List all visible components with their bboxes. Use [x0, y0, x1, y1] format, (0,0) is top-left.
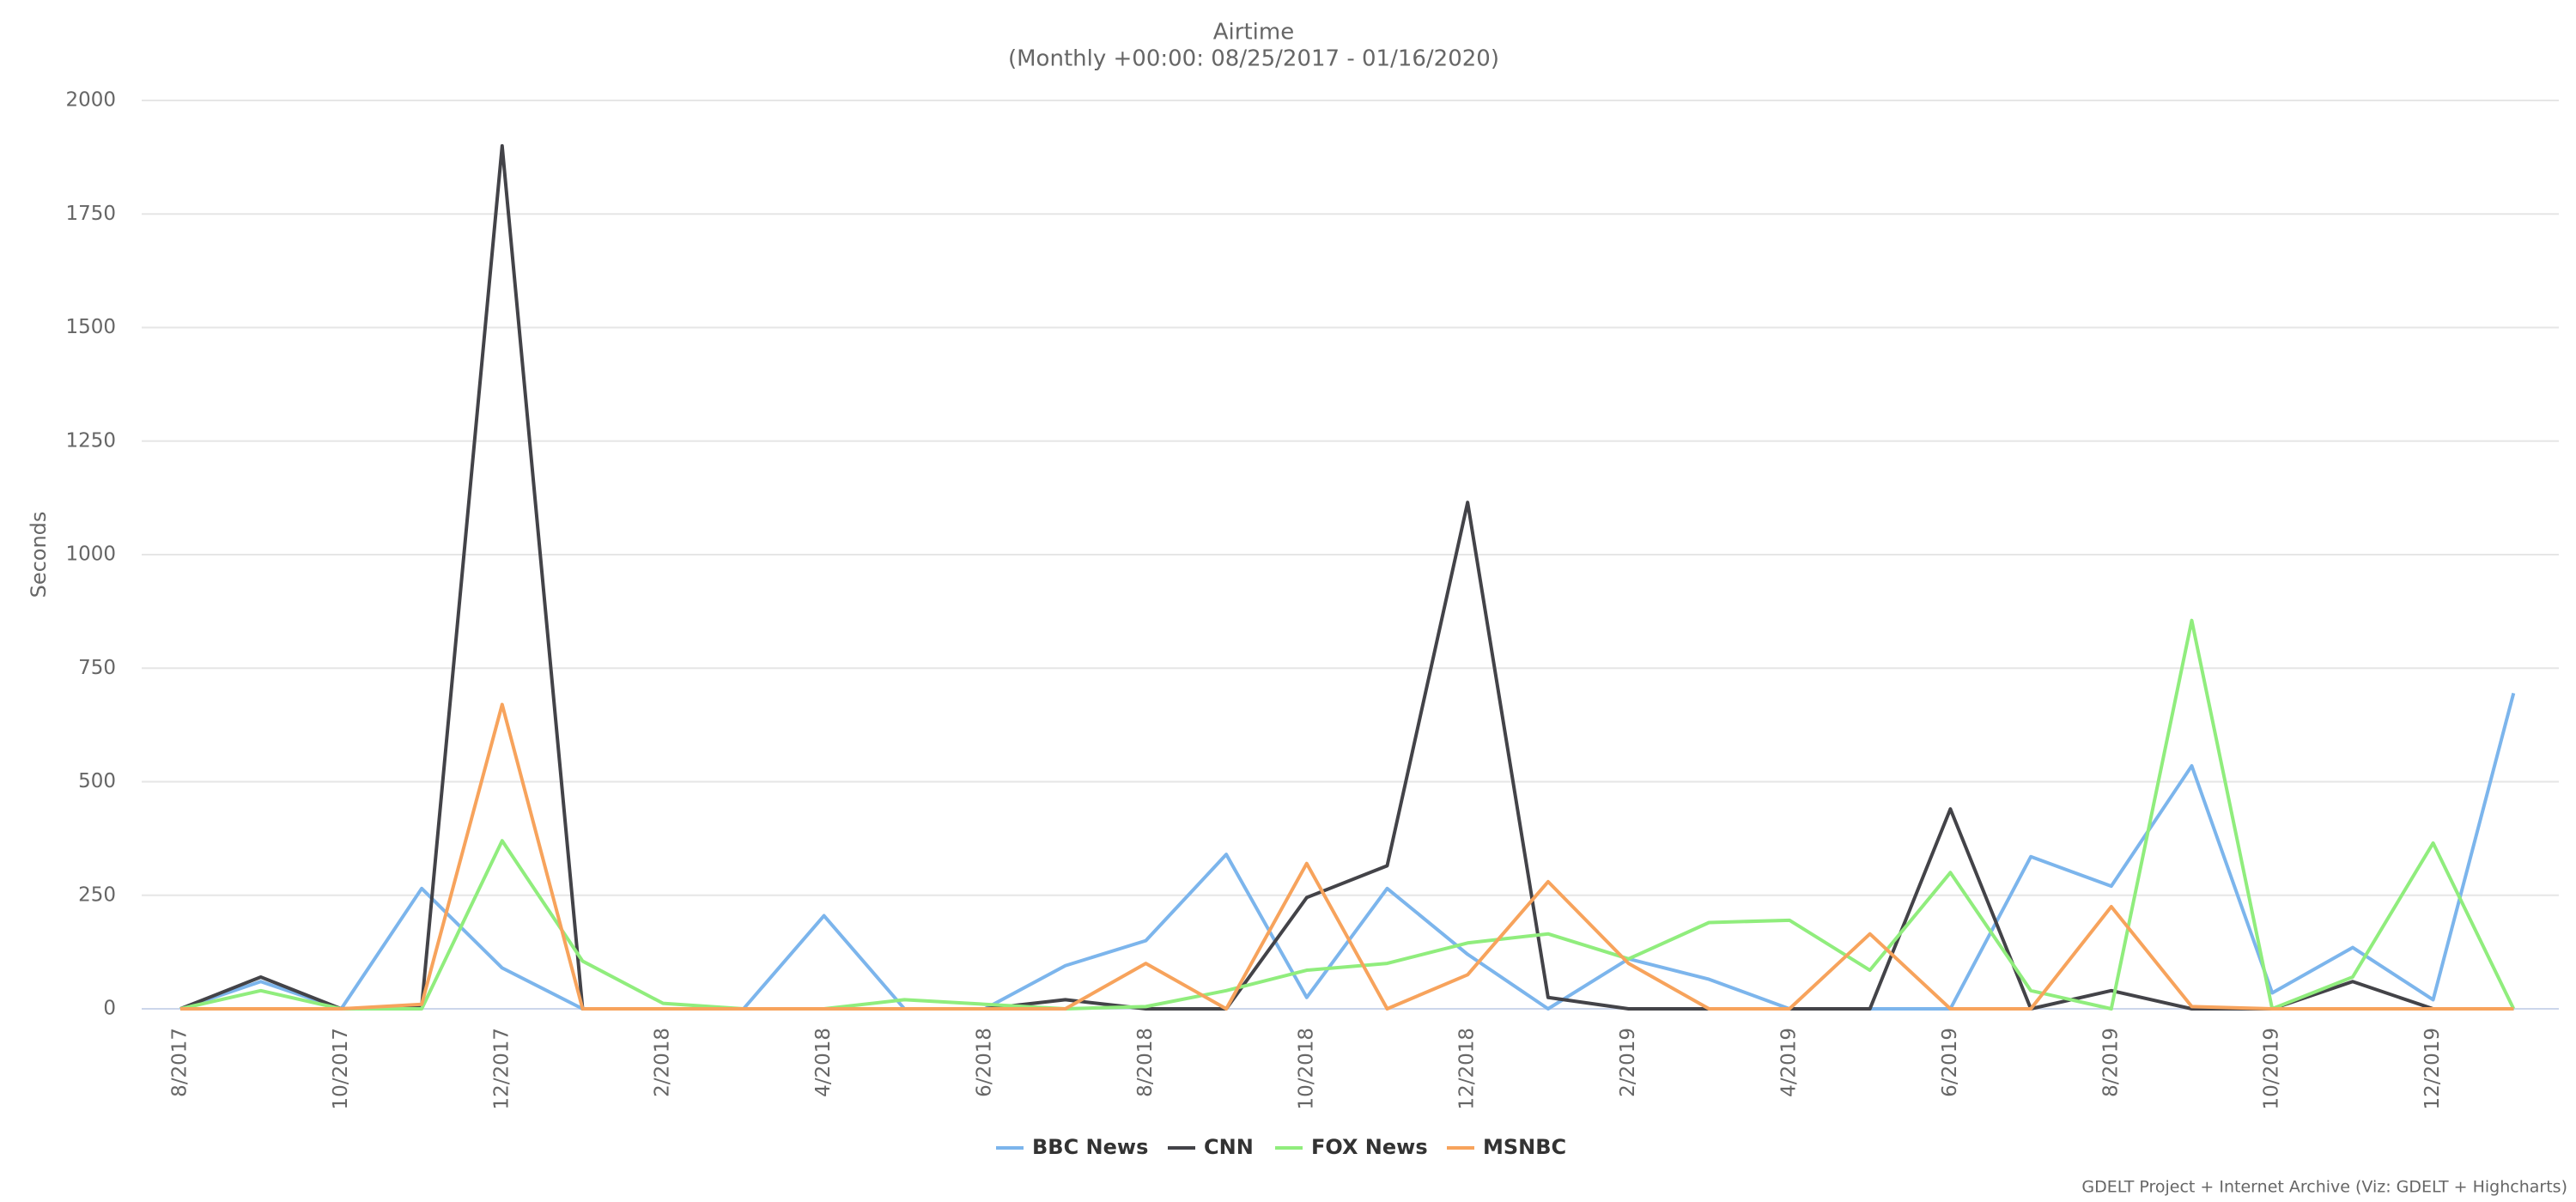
series-line — [179, 143, 2514, 1011]
x-tick-label: 8/2019 — [2099, 1028, 2122, 1097]
y-tick-label: 0 — [103, 998, 116, 1020]
x-tick-label: 4/2019 — [1778, 1028, 1801, 1097]
credits: GDELT Project + Internet Archive (Viz: G… — [2081, 1178, 2567, 1197]
x-tick-label: 12/2017 — [490, 1028, 513, 1110]
chart-title: Airtime — [1213, 20, 1294, 46]
legend-label: MSNBC — [1483, 1135, 1566, 1159]
x-tick-label: 2/2018 — [652, 1028, 674, 1097]
x-tick-label: 10/2019 — [2261, 1028, 2283, 1110]
x-tick-label: 6/2019 — [1939, 1028, 1961, 1097]
y-tick-label: 1750 — [65, 203, 116, 225]
series-line — [180, 702, 2514, 1011]
x-tick-label: 6/2018 — [974, 1028, 996, 1097]
x-tick-label: 12/2019 — [2421, 1028, 2444, 1110]
x-tick-label: 8/2018 — [1134, 1028, 1157, 1097]
x-tick-label: 8/2017 — [169, 1028, 191, 1097]
y-tick-label: 1000 — [65, 543, 116, 566]
x-tick-label: 2/2019 — [1617, 1028, 1639, 1097]
y-tick-label: 750 — [78, 657, 116, 679]
series-line — [179, 618, 2516, 1011]
y-tick-label: 2000 — [65, 89, 116, 112]
x-tick-label: 10/2018 — [1295, 1028, 1317, 1110]
series-line — [179, 692, 2516, 1011]
y-tick-label: 250 — [78, 883, 116, 906]
y-tick-label: 1250 — [65, 429, 116, 452]
y-tick-label: 1500 — [65, 316, 116, 338]
y-axis-title: Seconds — [27, 512, 51, 598]
legend-label: CNN — [1204, 1135, 1254, 1159]
x-tick-label: 12/2018 — [1456, 1028, 1479, 1110]
x-tick-label: 10/2017 — [330, 1028, 352, 1110]
legend-label: BBC News — [1032, 1135, 1148, 1159]
legend-label: FOX News — [1311, 1135, 1428, 1159]
chart-subtitle: (Monthly +00:00: 08/25/2017 - 01/16/2020… — [1008, 46, 1499, 72]
y-tick-label: 500 — [78, 770, 116, 792]
x-tick-label: 4/2018 — [812, 1028, 835, 1097]
